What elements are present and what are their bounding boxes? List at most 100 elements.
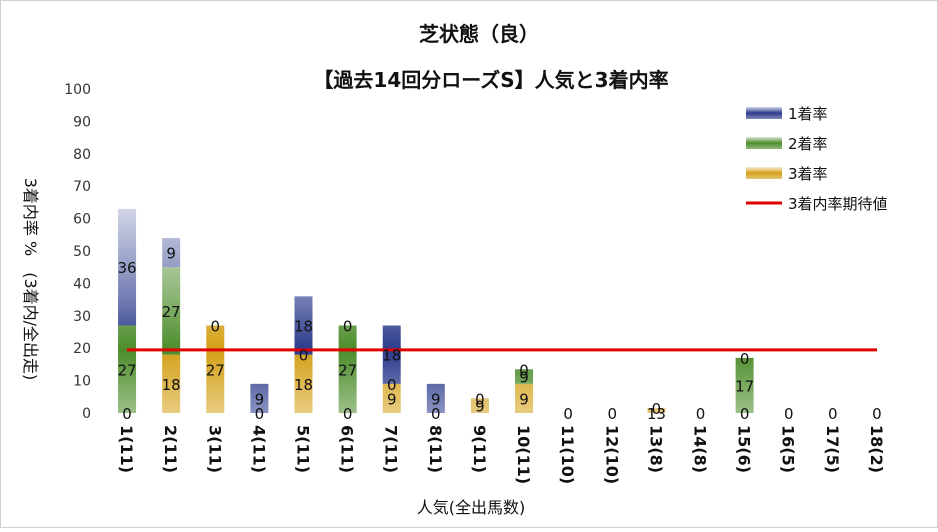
data-label: 27	[338, 361, 357, 379]
bars	[118, 208, 754, 413]
bar-segment	[338, 325, 357, 413]
x-axis-title: 人気(全出馬数)	[417, 498, 526, 517]
data-label: 0	[343, 318, 353, 336]
x-tick-label: 5(11)	[294, 425, 313, 473]
chart-subtitle: 【過去14回分ローズS】人気と3着内率	[313, 68, 668, 92]
data-label: 0	[343, 405, 353, 423]
data-label: 0	[652, 400, 662, 418]
x-tick-label: 8(11)	[426, 425, 445, 473]
bar-segment	[162, 354, 181, 413]
y-tick-label: 0	[82, 406, 91, 422]
data-label: 0	[475, 390, 485, 408]
data-label: 0	[122, 405, 132, 423]
x-tick-label: 12(10)	[602, 425, 621, 484]
bar-segment	[162, 267, 181, 355]
data-label: 18	[294, 318, 313, 336]
x-tick-label: 13(8)	[646, 425, 665, 473]
data-label: 0	[828, 405, 838, 423]
x-tick-label: 1(11)	[117, 425, 136, 473]
bar-segment	[250, 383, 269, 413]
data-label: 9	[475, 398, 485, 416]
data-label: 18	[294, 376, 313, 394]
data-label: 0	[299, 347, 309, 365]
y-tick-label: 90	[73, 114, 91, 130]
bar-segment	[735, 357, 754, 413]
y-axis-title: 3着内率 % (3着内/全出走)	[21, 178, 40, 381]
x-tick-label: 11(10)	[558, 425, 577, 484]
bar-segment	[294, 354, 313, 413]
y-tick-label: 70	[73, 179, 91, 195]
x-tick-label: 15(6)	[735, 425, 754, 473]
y-tick-label: 30	[73, 309, 91, 325]
data-label: 0	[784, 405, 794, 423]
data-label: 36	[118, 259, 137, 277]
bar-segment	[382, 325, 401, 384]
data-label: 0	[608, 405, 618, 423]
data-label: 9	[255, 390, 265, 408]
bar-segment	[515, 369, 534, 384]
x-tick-label: 7(11)	[382, 425, 401, 473]
chart-title: 芝状態（良）	[419, 22, 539, 46]
data-label: 0	[872, 405, 882, 423]
y-tick-label: 50	[73, 244, 91, 260]
y-tick-label: 20	[73, 341, 91, 357]
data-label: 9	[166, 245, 176, 263]
bar-segment	[470, 398, 489, 413]
legend-label: 1着率	[788, 105, 828, 123]
legend-label: 3着内率期待値	[788, 195, 888, 213]
bar-segment	[426, 383, 445, 413]
data-label: 27	[118, 361, 137, 379]
x-tick-label: 10(11)	[514, 425, 533, 484]
y-tick-label: 100	[64, 82, 91, 98]
x-tick-label: 4(11)	[249, 425, 268, 473]
data-label: 0	[431, 405, 441, 423]
bar-segment	[647, 408, 666, 413]
bar-segment	[515, 383, 534, 413]
x-tick-label: 2(11)	[161, 425, 180, 473]
data-label: 0	[387, 376, 397, 394]
x-tick-label: 16(5)	[779, 425, 798, 473]
y-tick-label: 80	[73, 147, 91, 163]
x-tick-label: 9(11)	[470, 425, 489, 473]
bar-segment	[162, 238, 181, 268]
data-label: 18	[382, 347, 401, 365]
data-label: 13	[647, 405, 666, 423]
data-label: 17	[735, 377, 754, 395]
bar-segment	[118, 325, 137, 413]
data-label: 0	[255, 405, 265, 423]
x-tick-label: 18(2)	[867, 425, 886, 473]
data-label: 0	[740, 350, 750, 368]
data-label: 0	[740, 405, 750, 423]
data-label: 9	[519, 369, 529, 387]
y-tick-label: 10	[73, 374, 91, 390]
bar-segment	[118, 208, 137, 326]
x-tick-label: 3(11)	[205, 425, 224, 473]
x-tick-label: 17(5)	[823, 425, 842, 473]
legend-label: 2着率	[788, 135, 828, 153]
legend-swatch	[746, 137, 782, 149]
bar-segment	[206, 325, 225, 413]
legend-label: 3着率	[788, 165, 828, 183]
x-tick-label: 6(11)	[338, 425, 357, 473]
data-label: 9	[431, 390, 441, 408]
y-tick-label: 60	[73, 212, 91, 228]
legend-swatch	[746, 107, 782, 119]
x-tick-label: 14(8)	[691, 425, 710, 473]
data-label: 27	[206, 361, 225, 379]
legend: 1着率 2着率 3着率 3着内率期待値	[746, 105, 888, 213]
data-label: 9	[519, 390, 529, 408]
data-label: 0	[519, 361, 529, 379]
bar-segment	[382, 383, 401, 413]
data-label: 18	[162, 376, 181, 394]
data-label: 0	[696, 405, 706, 423]
bar-segment	[294, 296, 313, 355]
data-label: 9	[387, 390, 397, 408]
y-axis-ticks: 0 10 20 30 40 50 60 70 80 90 100	[64, 82, 91, 422]
y-tick-label: 40	[73, 276, 91, 292]
data-label: 0	[563, 405, 573, 423]
x-axis-ticks: 1(11) 2(11) 3(11) 4(11) 5(11) 6(11) 7(11) 8(11)…	[117, 425, 886, 484]
data-label: 27	[162, 303, 181, 321]
